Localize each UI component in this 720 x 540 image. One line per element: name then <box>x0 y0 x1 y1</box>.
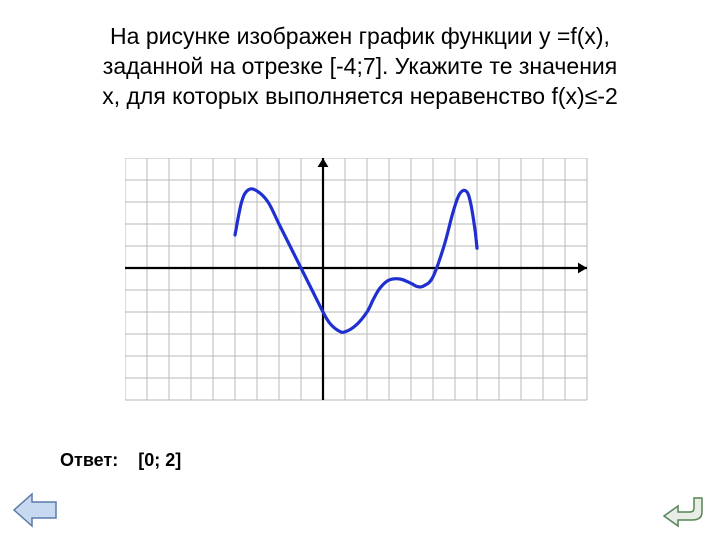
chart-svg <box>125 158 595 413</box>
answer-line: Ответ: [0; 2] <box>60 450 181 471</box>
problem-line-3: х, для которых выполняется неравенство f… <box>102 83 618 109</box>
nav-back-button[interactable] <box>12 492 58 528</box>
problem-line-2: заданной на отрезке [-4;7]. Укажите те з… <box>103 53 617 79</box>
problem-line-1: На рисунке изображен график функции y =f… <box>110 23 610 49</box>
answer-value: [0; 2] <box>138 450 181 470</box>
nav-return-button[interactable] <box>662 492 708 528</box>
function-chart <box>125 158 595 413</box>
answer-label: Ответ: <box>60 450 118 470</box>
problem-statement: На рисунке изображен график функции y =f… <box>40 22 680 112</box>
arrow-left-icon <box>12 492 58 528</box>
return-arrow-icon <box>662 492 708 528</box>
